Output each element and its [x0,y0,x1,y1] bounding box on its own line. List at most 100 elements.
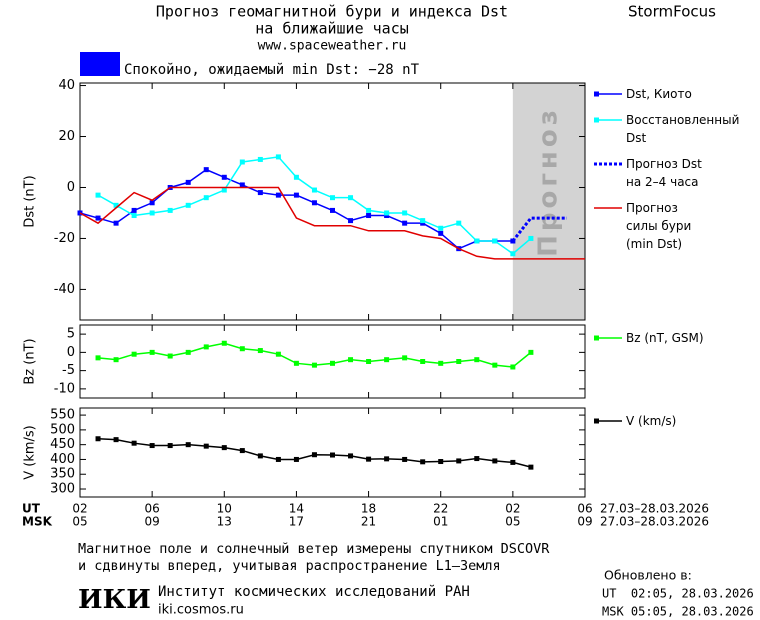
point [528,235,534,241]
point [95,215,101,221]
point [330,195,335,201]
point [311,362,317,368]
ut-label: UT [22,502,41,516]
point [348,453,354,459]
point [456,359,462,364]
point [257,348,263,354]
legend-entry: Bz (nT, GSM) [626,331,704,345]
point [402,210,408,216]
forecast-label: Прогноз [533,106,563,257]
y-tick-label: 300 [50,482,75,497]
status-text: Спокойно, ожидаемый min Dst: −28 nT [124,62,420,78]
legend-entry: Прогноз Dst на 2–4 часа [626,157,702,189]
legend-entry: Dst, Киото [626,87,692,101]
point [510,459,516,465]
legend-marker [594,91,599,97]
point [330,360,335,366]
point [221,340,227,346]
point [257,190,263,196]
point [402,220,408,226]
point [149,349,155,355]
point [113,220,119,226]
point [456,458,462,464]
x-tick-label: 09 [577,515,592,529]
title: Прогноз геомагнитной бури и индекса Dst [156,3,508,21]
point [366,456,372,462]
plot-frame [79,407,586,498]
point [185,349,191,355]
point [185,442,191,448]
point [221,187,227,193]
point [528,349,534,355]
updated-label: Обновлено в: [604,568,692,583]
point [239,346,245,352]
point [420,459,426,465]
point [384,357,390,363]
point [113,357,119,363]
point [167,353,173,359]
y-tick-label: 20 [58,129,75,144]
point [474,357,480,363]
point [275,351,281,357]
point [221,445,227,451]
point [293,456,299,462]
x-tick-label: 01 [433,515,448,529]
x-tick-label: 05 [505,515,520,529]
y-tick-label: 0 [67,345,75,360]
point [438,360,444,366]
point [275,154,281,160]
point [203,344,209,350]
point [131,207,137,213]
point [203,195,209,201]
point [275,456,281,462]
status-swatch [80,52,120,76]
point [167,443,173,449]
point [492,458,498,464]
x-tick-label: 14 [289,502,304,516]
y-tick-label: 0 [67,180,75,195]
point [438,225,444,231]
y-tick-label: 400 [50,452,75,467]
point [95,355,101,361]
point [474,238,480,244]
point [113,202,119,208]
y-tick-label: -10 [54,381,75,396]
point [510,364,516,370]
legend-entry: Прогноз силы бури (min Dst) [626,201,692,251]
x-tick-label: 21 [361,515,376,529]
y-axis-label: Bz (nT) [23,338,38,384]
x-tick-label: 02 [72,502,87,516]
point [185,179,191,185]
point [167,207,173,213]
point [293,192,299,198]
point [348,195,354,201]
point [348,218,354,224]
plot-frame [79,324,586,399]
date-range: 27.03–28.03.2026 [600,502,709,516]
y-tick-label: 40 [58,78,75,93]
point [257,453,263,459]
point [239,448,245,454]
x-tick-label: 22 [433,502,448,516]
point [293,174,299,180]
brand: StormFocus [628,3,716,21]
point [492,362,498,368]
series-line [97,156,532,255]
point [185,202,191,208]
y-tick-label: 500 [50,422,75,437]
point [131,351,137,357]
point [492,238,498,244]
legend-marker [594,418,599,424]
point [438,230,444,236]
point [456,220,462,226]
logo: ИКИ [78,585,151,615]
legend-entry: Восстановленный Dst [626,113,740,145]
x-tick-label: 13 [217,515,232,529]
point [257,156,263,162]
point [131,213,137,219]
point [330,452,335,458]
point [402,355,408,361]
point [384,456,390,462]
x-tick-label: 09 [145,515,160,529]
